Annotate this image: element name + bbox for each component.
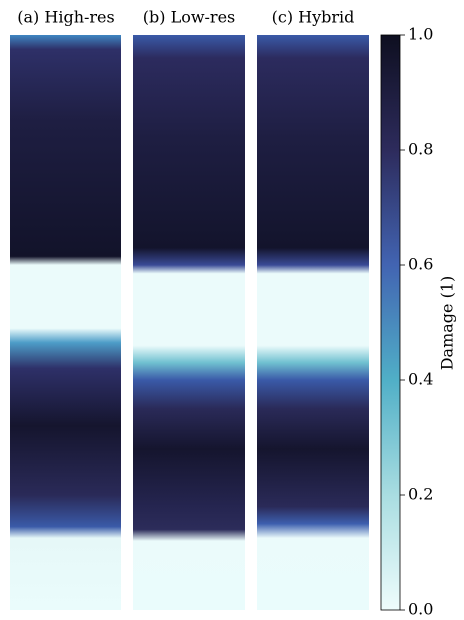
colorbar-tick-label: 0.4 (408, 370, 433, 389)
colorbar-tick-label: 0.6 (408, 255, 433, 274)
colorbar-tick-label: 0.0 (408, 600, 433, 619)
panel-image (10, 35, 121, 610)
colorbar-tick-label: 0.2 (408, 485, 433, 504)
colorbar-label: Damage (1) (438, 276, 457, 371)
panel-image (257, 35, 369, 610)
panel-title: (c) Hybrid (272, 8, 355, 27)
panel-title: (b) Low-res (143, 8, 236, 27)
colorbar-tick-label: 1.0 (408, 25, 433, 44)
panel-image (133, 35, 245, 610)
colorbar (380, 34, 401, 611)
panel-title: (a) High-res (17, 8, 114, 27)
colorbar-tick-label: 0.8 (408, 140, 433, 159)
